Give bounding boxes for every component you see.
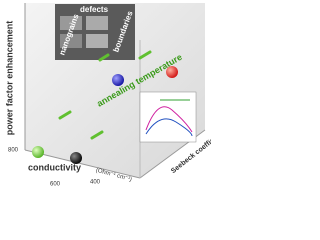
sphere xyxy=(166,66,178,78)
inset-curve xyxy=(145,106,193,133)
micrograph xyxy=(60,16,82,30)
inset-curve xyxy=(145,118,193,137)
sphere xyxy=(70,152,82,164)
sphere xyxy=(112,74,124,86)
arrows xyxy=(58,50,152,140)
micrograph xyxy=(60,34,82,48)
graphic: defects nanograins boundaries annealing … xyxy=(4,3,211,188)
tick-label: 800 xyxy=(8,148,19,154)
x-axis-label: conductivity xyxy=(28,162,81,172)
x-axis xyxy=(24,149,141,179)
tick-label: 600 xyxy=(50,182,61,188)
label-defects: defects xyxy=(80,5,109,14)
y-axis-label: power factor enhancement xyxy=(4,21,14,136)
tick-label: 400 xyxy=(90,180,101,186)
micrograph xyxy=(86,16,108,30)
micrograph xyxy=(86,34,108,48)
sphere xyxy=(32,146,44,158)
micrograph-panel xyxy=(55,4,135,60)
